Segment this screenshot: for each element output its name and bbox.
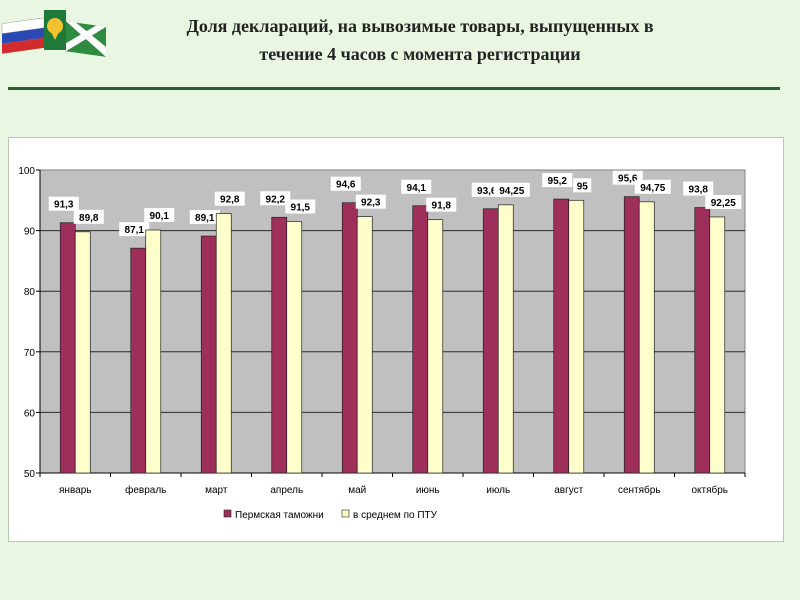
data-label: 90,1 (150, 211, 170, 222)
data-label-bg (214, 191, 245, 206)
bar (286, 221, 303, 474)
data-label: 95,6 (618, 174, 638, 185)
bar (215, 213, 232, 474)
legend-label: Пермская таможни (235, 510, 324, 521)
x-tick-label: октябрь (691, 484, 728, 496)
y-tick-label: 80 (24, 287, 36, 298)
data-label: 94,25 (499, 186, 524, 197)
bar (145, 229, 162, 474)
bar (497, 204, 514, 474)
bar (412, 205, 429, 474)
bar (74, 231, 91, 474)
data-label: 95,2 (548, 176, 568, 187)
data-label: 93,8 (689, 185, 709, 196)
y-tick-label: 100 (18, 166, 35, 177)
y-tick-label: 60 (24, 408, 36, 419)
bar (482, 208, 499, 474)
bar (271, 216, 288, 474)
data-label-bg (189, 210, 220, 225)
y-tick-label: 70 (24, 348, 36, 359)
data-label-bg (144, 207, 175, 222)
data-label-bg (426, 197, 457, 212)
data-label-bg (73, 209, 104, 224)
page-title: Доля деклараций, на вывозимые товары, вы… (120, 12, 720, 68)
y-tick-label: 90 (24, 227, 36, 238)
title-line-2: течение 4 часов с момента регистрации (259, 44, 581, 64)
data-label-bg (705, 194, 742, 209)
bar (709, 216, 726, 474)
bar (623, 196, 640, 474)
x-tick-label: июнь (416, 485, 440, 496)
x-tick-label: сентябрь (618, 484, 661, 496)
data-label-bg (493, 182, 530, 197)
bar (694, 207, 711, 474)
x-tick-label: март (205, 485, 228, 496)
bar (130, 247, 147, 474)
bar-chart: 50 60 70 80 90 100 январь 91,3 89,8 февраль 87,1 90… (18, 166, 746, 521)
data-label: 92,8 (220, 195, 240, 206)
bar (568, 199, 585, 474)
x-tick-label: январь (59, 485, 91, 496)
title-divider (8, 87, 780, 90)
data-label-bg (330, 176, 361, 191)
bar (638, 201, 655, 474)
data-label-bg (683, 181, 714, 196)
data-label-bg (119, 222, 150, 237)
logo-flags (0, 0, 110, 58)
x-tick-label: февраль (125, 484, 166, 496)
title-line-1: Доля деклараций, на вывозимые товары, вы… (186, 16, 654, 36)
data-label: 94,6 (336, 180, 356, 191)
x-tick-label: август (554, 485, 583, 496)
bar (341, 202, 358, 474)
bar (553, 198, 570, 474)
data-label: 91,3 (54, 200, 74, 211)
x-tick-label: май (348, 485, 366, 496)
bar (356, 216, 373, 474)
data-label: 87,1 (125, 225, 145, 236)
y-tick-label: 50 (24, 469, 36, 480)
data-label-bg (573, 178, 592, 193)
legend-swatch (223, 509, 232, 518)
data-label: 95 (577, 181, 589, 192)
data-label: 92,2 (266, 194, 286, 205)
data-label-bg (634, 179, 671, 194)
data-label: 94,1 (407, 183, 427, 194)
bar (59, 222, 76, 474)
data-label: 89,1 (195, 213, 215, 224)
legend-swatch (341, 509, 350, 518)
data-label-bg (285, 199, 316, 214)
data-label-bg (48, 196, 79, 211)
data-label-bg (355, 194, 386, 209)
data-label: 92,25 (711, 198, 736, 209)
bar (427, 219, 444, 474)
data-label: 93,6 (477, 186, 497, 197)
x-tick-label: апрель (270, 485, 303, 496)
x-tick-label: июль (486, 485, 510, 496)
legend-label: в среднем по ПТУ (353, 510, 438, 521)
data-label: 91,8 (432, 201, 452, 212)
data-label: 89,8 (79, 213, 99, 224)
data-label-bg (401, 179, 432, 194)
data-label: 91,5 (291, 203, 311, 214)
bar (200, 235, 217, 474)
chart-container: 50 60 70 80 90 100 январь 91,3 89,8 февраль 87,1 90… (8, 137, 784, 542)
data-label-bg (260, 191, 291, 206)
data-label: 92,3 (361, 198, 381, 209)
data-label: 94,75 (640, 183, 665, 194)
data-label-bg (542, 173, 573, 188)
